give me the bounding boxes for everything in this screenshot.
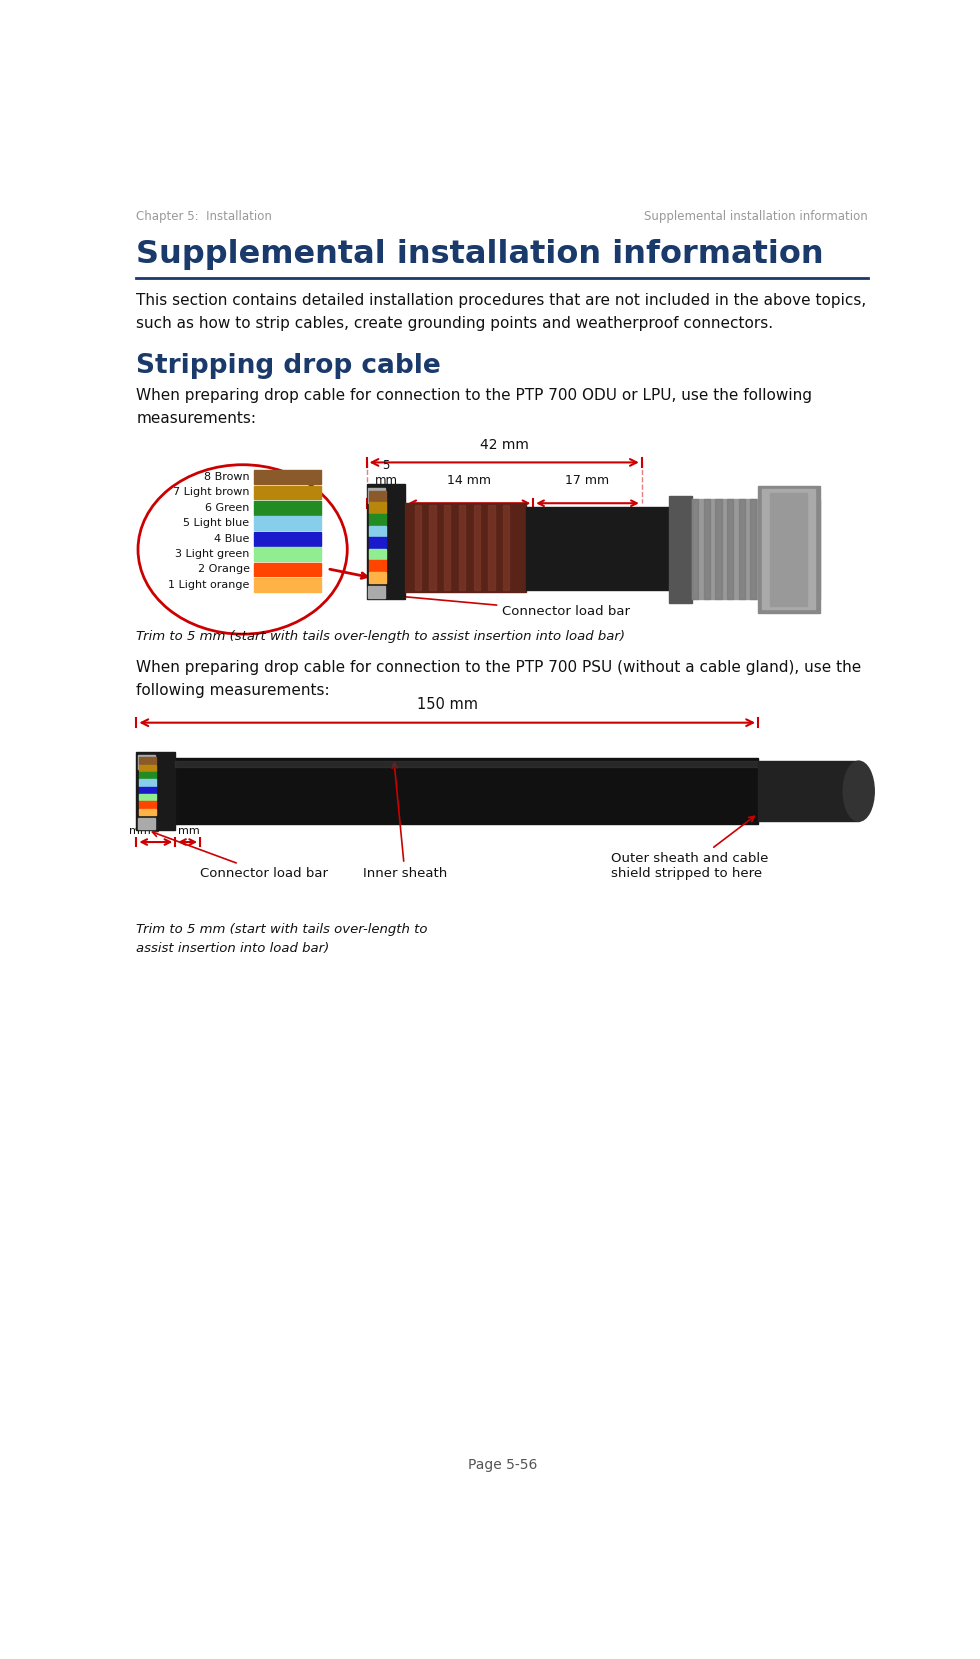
Text: 2 Orange: 2 Orange: [198, 564, 250, 574]
Bar: [368, 491, 386, 501]
Bar: [139, 801, 156, 808]
Bar: [254, 533, 320, 546]
Bar: [758, 486, 820, 612]
Bar: [704, 499, 710, 599]
Bar: [751, 499, 757, 599]
Bar: [367, 484, 406, 599]
Text: 4 Blue: 4 Blue: [215, 534, 250, 544]
Bar: [368, 572, 386, 582]
Bar: [175, 761, 758, 768]
Text: Chapter 5:  Installation: Chapter 5: Installation: [136, 209, 272, 222]
Bar: [368, 503, 386, 513]
Bar: [368, 526, 386, 536]
Text: 14 mm: 14 mm: [447, 474, 491, 488]
Text: 5 Light blue: 5 Light blue: [183, 518, 250, 528]
Text: Outer sheath and cable
shield stripped to here: Outer sheath and cable shield stripped t…: [611, 816, 768, 879]
Bar: [368, 549, 386, 559]
Text: 3 Light green: 3 Light green: [175, 549, 250, 559]
Text: Stripping drop cable: Stripping drop cable: [136, 353, 441, 378]
Text: Supplemental installation information: Supplemental installation information: [136, 239, 824, 270]
Bar: [368, 586, 385, 597]
Bar: [175, 758, 758, 825]
Bar: [254, 577, 320, 592]
Bar: [715, 499, 721, 599]
Bar: [525, 508, 669, 591]
Bar: [368, 488, 385, 503]
Text: Supplemental installation information: Supplemental installation information: [644, 209, 868, 222]
Text: 6
mm: 6 mm: [178, 815, 200, 836]
Text: 8 Brown: 8 Brown: [204, 473, 250, 483]
Bar: [473, 504, 480, 591]
Bar: [368, 561, 386, 571]
Bar: [459, 504, 466, 591]
Bar: [254, 516, 320, 531]
Text: Connector load bar: Connector load bar: [397, 594, 630, 617]
Bar: [769, 493, 807, 606]
Text: 6 Green: 6 Green: [205, 503, 250, 513]
Bar: [254, 562, 320, 576]
Bar: [254, 501, 320, 514]
Ellipse shape: [843, 761, 874, 821]
Bar: [139, 771, 156, 778]
Bar: [727, 499, 733, 599]
Bar: [669, 496, 692, 604]
Bar: [444, 504, 451, 591]
Bar: [368, 538, 386, 547]
Text: Trim to 5 mm (start with tails over-length to assist insertion into load bar): Trim to 5 mm (start with tails over-leng…: [136, 630, 625, 644]
Bar: [773, 499, 780, 599]
Bar: [139, 780, 156, 786]
Text: 5
mm: 5 mm: [128, 815, 150, 836]
Bar: [488, 504, 495, 591]
Text: When preparing drop cable for connection to the PTP 700 ODU or LPU, use the foll: When preparing drop cable for connection…: [136, 388, 812, 426]
Bar: [139, 808, 156, 815]
Bar: [761, 489, 814, 609]
Text: This section contains detailed installation procedures that are not included in : This section contains detailed installat…: [136, 294, 866, 332]
Bar: [368, 514, 386, 524]
Bar: [739, 499, 745, 599]
Bar: [139, 757, 156, 763]
Bar: [406, 503, 525, 592]
Bar: [692, 499, 820, 599]
Text: 7 Light brown: 7 Light brown: [173, 488, 250, 498]
Text: 5
mm: 5 mm: [374, 460, 398, 488]
Bar: [692, 499, 699, 599]
Text: Trim to 5 mm (start with tails over-length to
assist insertion into load bar): Trim to 5 mm (start with tails over-leng…: [136, 922, 428, 956]
Bar: [415, 504, 420, 591]
Text: Connector load bar: Connector load bar: [153, 831, 328, 879]
Bar: [758, 761, 858, 821]
Bar: [138, 818, 155, 830]
Bar: [254, 547, 320, 561]
Text: 150 mm: 150 mm: [416, 697, 477, 712]
Bar: [254, 486, 320, 499]
Bar: [136, 752, 175, 831]
Bar: [254, 469, 320, 484]
Bar: [761, 499, 768, 599]
Text: 42 mm: 42 mm: [480, 438, 528, 451]
Text: When preparing drop cable for connection to the PTP 700 PSU (without a cable gla: When preparing drop cable for connection…: [136, 660, 861, 698]
Bar: [139, 795, 156, 800]
Text: Page 5-56: Page 5-56: [467, 1458, 537, 1472]
Bar: [429, 504, 435, 591]
Bar: [503, 504, 510, 591]
Bar: [138, 755, 155, 768]
Bar: [139, 765, 156, 771]
Text: 1 Light orange: 1 Light orange: [169, 581, 250, 591]
Text: Inner sheath: Inner sheath: [363, 763, 447, 879]
Text: 17 mm: 17 mm: [565, 474, 610, 488]
Bar: [139, 786, 156, 793]
